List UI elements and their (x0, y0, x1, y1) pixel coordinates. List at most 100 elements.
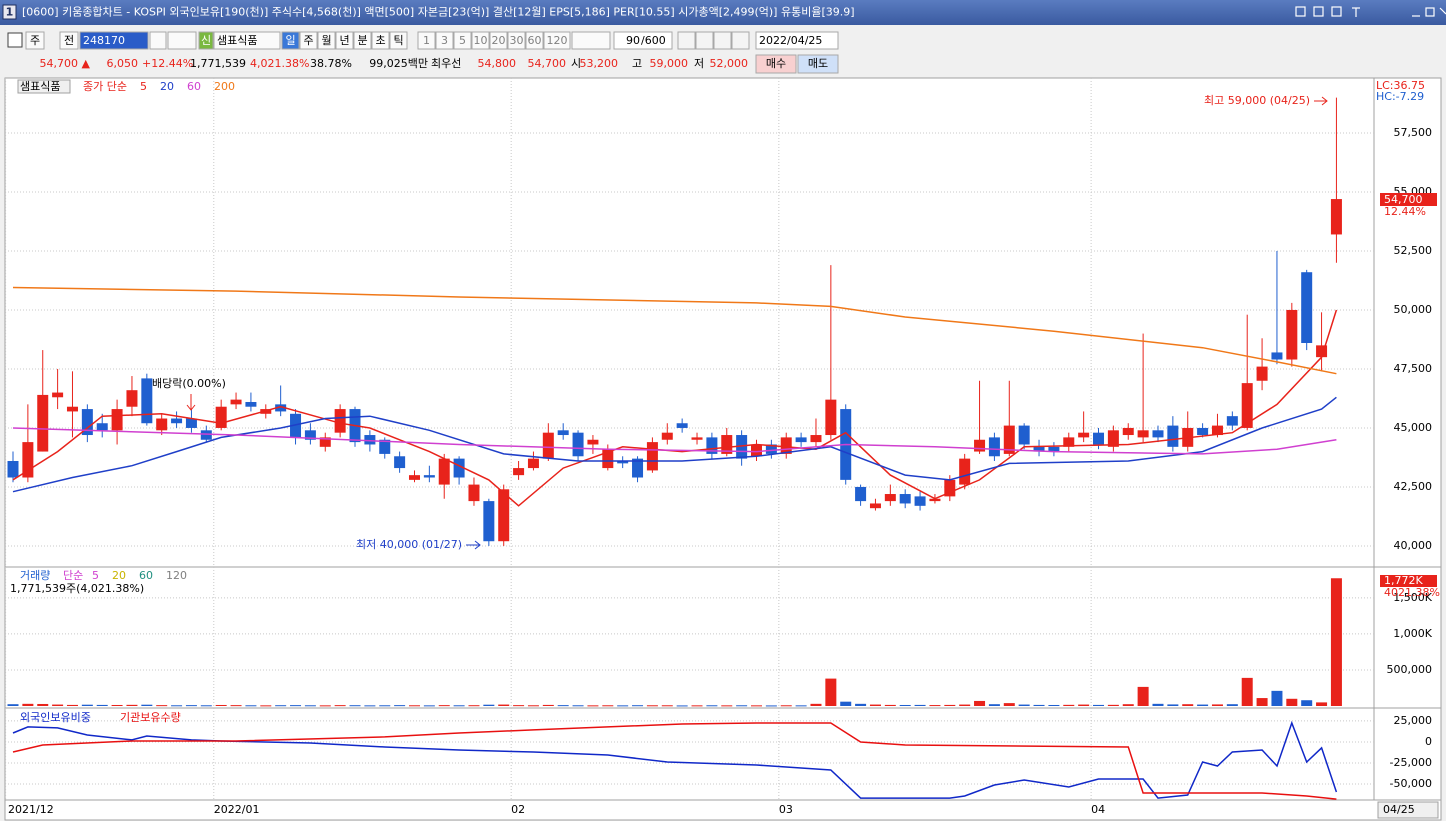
volume-bar (22, 703, 34, 706)
candle-body (899, 494, 911, 504)
button-label[interactable]: 분 (357, 34, 367, 47)
candle-body (572, 432, 584, 457)
button[interactable] (299, 31, 318, 50)
candle-body (855, 486, 867, 502)
volume-bar (185, 705, 197, 707)
candle-body (1122, 427, 1134, 436)
candle-body (527, 458, 539, 469)
candle-body (1211, 425, 1223, 436)
sound-button[interactable] (167, 31, 197, 50)
button-label[interactable]: 5 (459, 34, 466, 47)
y-tick-label: 0 (1425, 735, 1432, 748)
button-label[interactable]: 주 (30, 34, 40, 47)
button[interactable] (471, 31, 490, 50)
candle-body (706, 437, 718, 454)
volume-bar (974, 700, 986, 706)
button[interactable] (371, 31, 390, 50)
y-tick-label: 25,000 (1394, 714, 1433, 727)
button[interactable] (59, 31, 79, 50)
button-label[interactable]: 신 (201, 34, 211, 47)
volume-bar (646, 705, 658, 707)
button-label[interactable]: 60 (528, 34, 542, 47)
tool-button[interactable] (713, 31, 732, 50)
search-button[interactable] (149, 31, 167, 50)
candle-body (1093, 432, 1105, 445)
button[interactable] (489, 31, 508, 50)
volume-bar (840, 701, 852, 706)
button-label[interactable]: 샘표식품 (217, 34, 257, 47)
button-label[interactable]: 년 (339, 34, 349, 47)
quote-open: 53,200 (580, 57, 619, 70)
tool-button[interactable] (731, 31, 750, 50)
volume-bar (959, 704, 971, 706)
y-tick-label: 40,000 (1394, 539, 1433, 552)
button[interactable] (435, 31, 454, 50)
candle-body (661, 432, 673, 440)
tool-icon[interactable] (7, 32, 23, 48)
button[interactable] (507, 31, 526, 50)
button[interactable] (453, 31, 472, 50)
x-tick-label: 04 (1091, 803, 1105, 816)
candle-body (513, 468, 525, 476)
sell-label[interactable]: 매도 (808, 57, 828, 70)
button-label[interactable]: 3 (441, 34, 448, 47)
volume-bar (245, 705, 257, 707)
window-title: [0600] 키움종합차트 - KOSPI 외국인보유[190(천)] 주식수[… (22, 5, 855, 19)
button[interactable] (353, 31, 372, 50)
button[interactable] (335, 31, 354, 50)
button-label[interactable]: 120 (547, 34, 568, 47)
volume-bar (275, 705, 287, 707)
date-box[interactable] (755, 31, 839, 50)
window-controls[interactable] (1295, 6, 1446, 17)
x-tick-label: 2021/12 (8, 803, 54, 816)
candle-body (1286, 309, 1298, 360)
button-label[interactable]: 20 (492, 34, 506, 47)
candle-body (1256, 366, 1268, 381)
volume-summary: 1,771,539주(4,021.38%) (10, 582, 144, 595)
button[interactable] (281, 31, 300, 50)
button[interactable] (198, 31, 214, 50)
button[interactable] (389, 31, 408, 50)
button[interactable] (25, 31, 45, 50)
quote-low: 52,000 (710, 57, 749, 70)
button[interactable] (417, 31, 436, 50)
button[interactable] (525, 31, 544, 50)
candle-body (691, 437, 703, 440)
button-label[interactable]: 전 (64, 34, 74, 47)
sell-button[interactable] (797, 54, 839, 74)
candle-body (111, 409, 123, 431)
button-label[interactable]: 초 (375, 34, 385, 47)
button-label[interactable]: 틱 (393, 34, 403, 47)
combo[interactable] (571, 31, 611, 50)
buy-label[interactable]: 매수 (766, 57, 786, 70)
candle-body (81, 409, 93, 436)
high-arrow (1314, 96, 1328, 106)
button[interactable] (79, 31, 149, 50)
button-label[interactable]: 1 (423, 34, 430, 47)
candle-body (1003, 425, 1015, 454)
button-label[interactable]: 월 (321, 34, 331, 47)
tool-button[interactable] (677, 31, 696, 50)
candle-body (394, 456, 406, 469)
volume-bar (527, 705, 539, 707)
buy-button[interactable] (755, 54, 797, 74)
candle-body (66, 406, 78, 412)
count-box[interactable] (613, 31, 673, 50)
event-note: 배당락(0.00%) (152, 377, 226, 390)
button-label[interactable]: 248170 (83, 34, 125, 47)
volume-bar (37, 703, 49, 706)
volume-bar (1048, 704, 1060, 706)
button-label[interactable]: 30 (510, 34, 524, 47)
button-label[interactable]: 일 (285, 33, 295, 47)
button-label[interactable]: 10 (474, 34, 488, 47)
button[interactable] (213, 31, 281, 50)
candle-body (126, 390, 138, 407)
volume-bar (780, 705, 792, 707)
button[interactable] (317, 31, 336, 50)
tool-button[interactable] (695, 31, 714, 50)
volume-bar (1226, 704, 1238, 706)
button-label[interactable]: 주 (303, 34, 313, 47)
series-line (12, 427, 1337, 455)
button[interactable] (543, 31, 571, 50)
